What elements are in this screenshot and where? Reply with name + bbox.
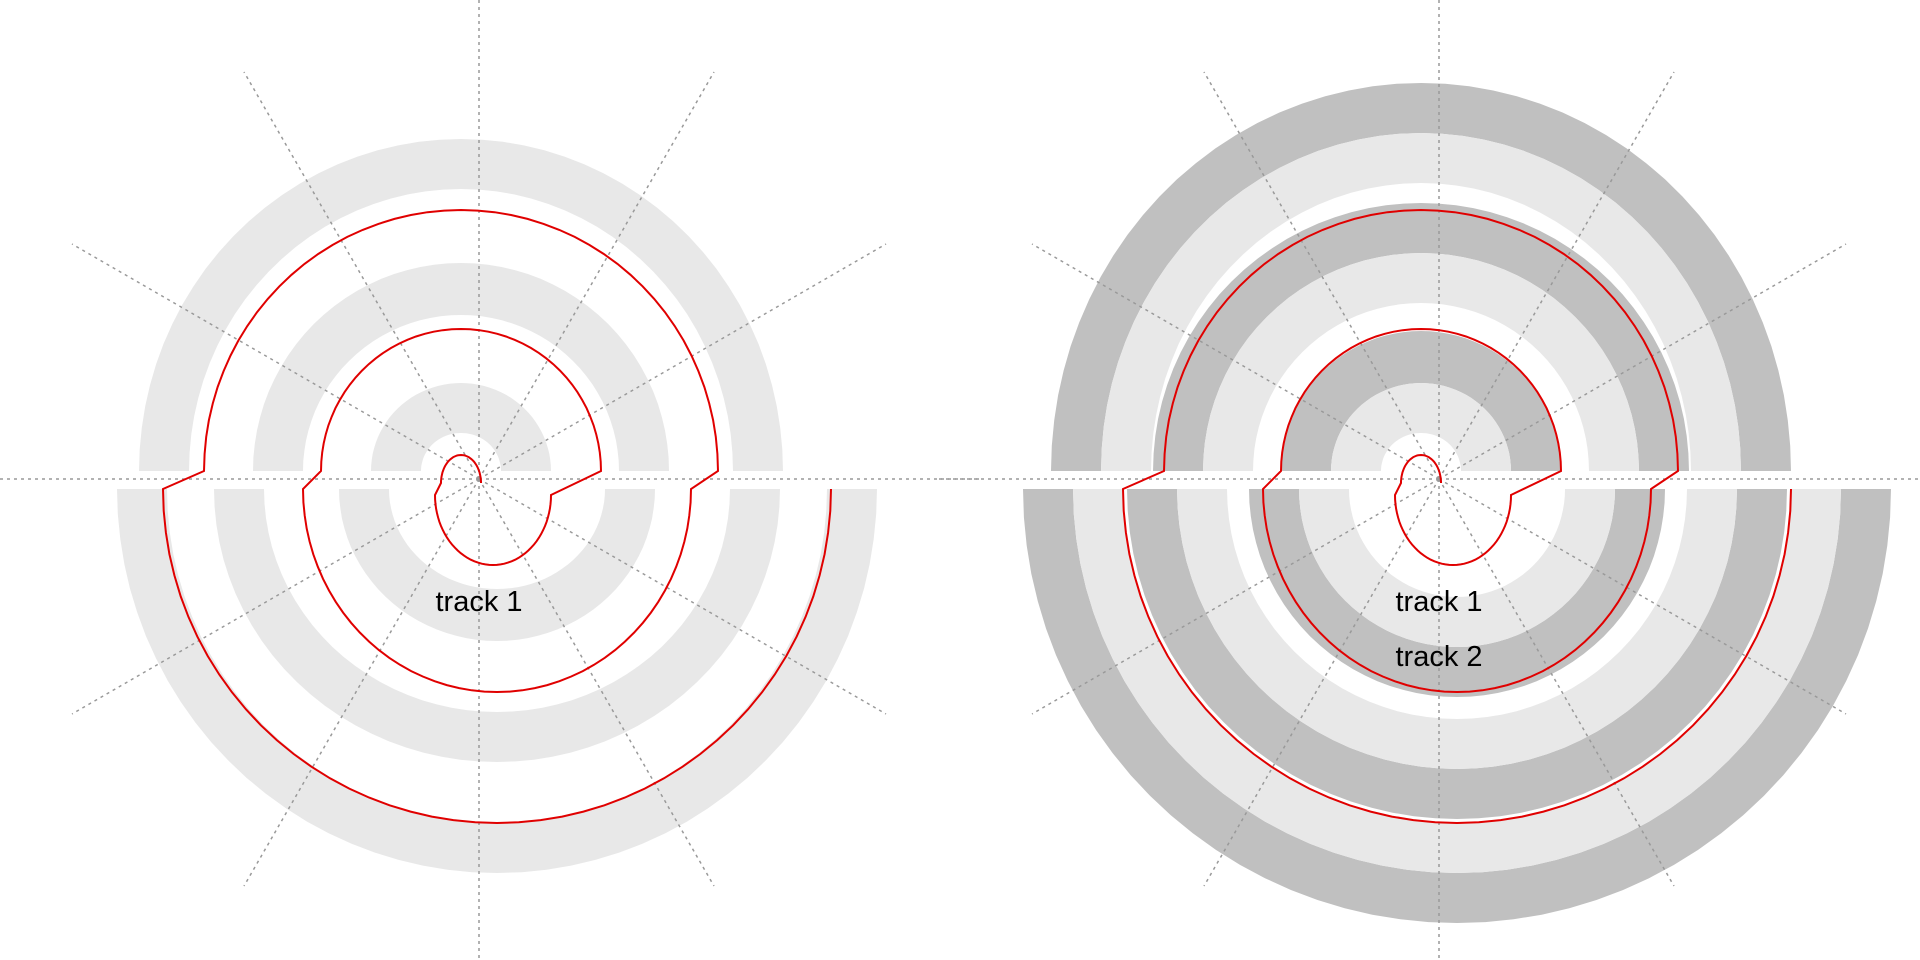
right-band-2 [1331, 383, 1511, 471]
left-radial-guide-line [478, 71, 715, 480]
right-band-10 [1101, 133, 1741, 471]
left-red-spiral-line [161, 208, 832, 825]
right-band-4 [1299, 489, 1615, 647]
right-radial-guide-line [1438, 243, 1847, 480]
right-panel: track 1 track 2 [939, 0, 1920, 960]
left-band-1 [371, 383, 551, 471]
left-band-3 [253, 263, 669, 471]
left-panel: track 1 [0, 0, 979, 960]
right-band-8 [1177, 489, 1737, 769]
right-radial-guide-line [1438, 478, 1675, 887]
left-band-5 [139, 139, 783, 471]
left-radial-guide-line [71, 243, 480, 480]
right-band-11 [1023, 489, 1891, 923]
left-radial-guide-line [478, 243, 887, 480]
right-radial-guide-line [1031, 478, 1440, 715]
left-band-2 [339, 489, 655, 641]
right-band-5 [1153, 203, 1689, 471]
right-band-9 [1051, 83, 1791, 471]
right-track-bands [1023, 83, 1891, 923]
right-band-12 [1073, 489, 1841, 873]
right-red-spiral-line [1121, 208, 1792, 825]
left-radial-guide-line [71, 478, 480, 715]
right-radial-guide-line [1438, 71, 1675, 480]
right-track-1-label: track 1 [1395, 586, 1482, 618]
right-band-1 [1281, 331, 1561, 471]
right-track-2-label: track 2 [1395, 641, 1482, 673]
left-radial-guide-line [478, 478, 715, 887]
right-radial-guide-line [1203, 71, 1440, 480]
left-radial-guide-line [243, 478, 480, 887]
right-band-7 [1127, 489, 1787, 819]
right-radial-guide-line [1203, 478, 1440, 887]
left-track-1-label: track 1 [435, 586, 522, 618]
right-radial-guide-line [1031, 243, 1440, 480]
right-band-3 [1249, 489, 1665, 697]
right-band-6 [1203, 253, 1639, 471]
left-track-bands [117, 139, 877, 873]
left-radial-guide-line [243, 71, 480, 480]
